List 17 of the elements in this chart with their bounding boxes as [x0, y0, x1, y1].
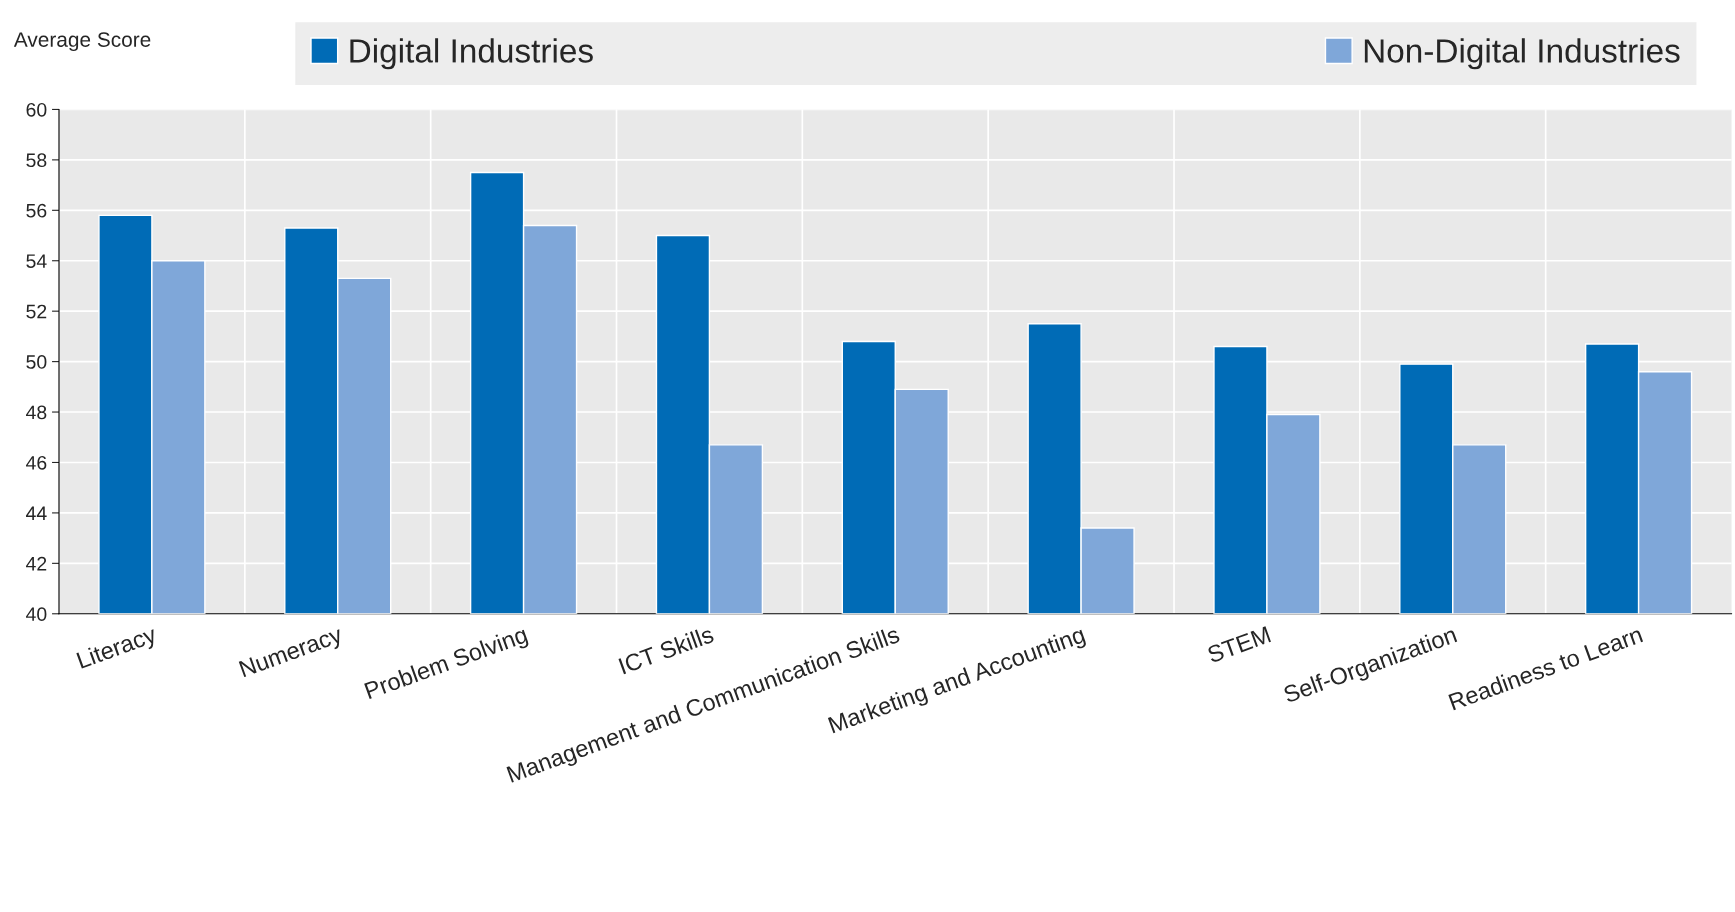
y-tick-label: 46 [26, 455, 47, 470]
y-tick-label: 40 [26, 607, 47, 622]
legend-label: Non-Digital Industries [1364, 38, 1680, 70]
x-tick-label: STEM [1206, 626, 1272, 664]
y-tick-label: 48 [26, 405, 47, 420]
y-tick-label: 56 [26, 203, 47, 218]
y-tick-label: 42 [26, 556, 47, 571]
x-tick-label: Literacy [76, 624, 160, 674]
x-tick-label: Problem Solving [363, 625, 530, 704]
y-axis-title: Average Score [13, 32, 151, 52]
y-tick-label: 52 [26, 304, 47, 319]
y-tick-label: 54 [26, 254, 47, 268]
y-tick-label: 44 [26, 506, 47, 520]
y-tick-label: 60 [26, 102, 47, 117]
y-tick-label: 50 [26, 355, 47, 369]
y-tick-label: 58 [26, 153, 47, 168]
legend-label: Digital Industries [350, 38, 593, 70]
